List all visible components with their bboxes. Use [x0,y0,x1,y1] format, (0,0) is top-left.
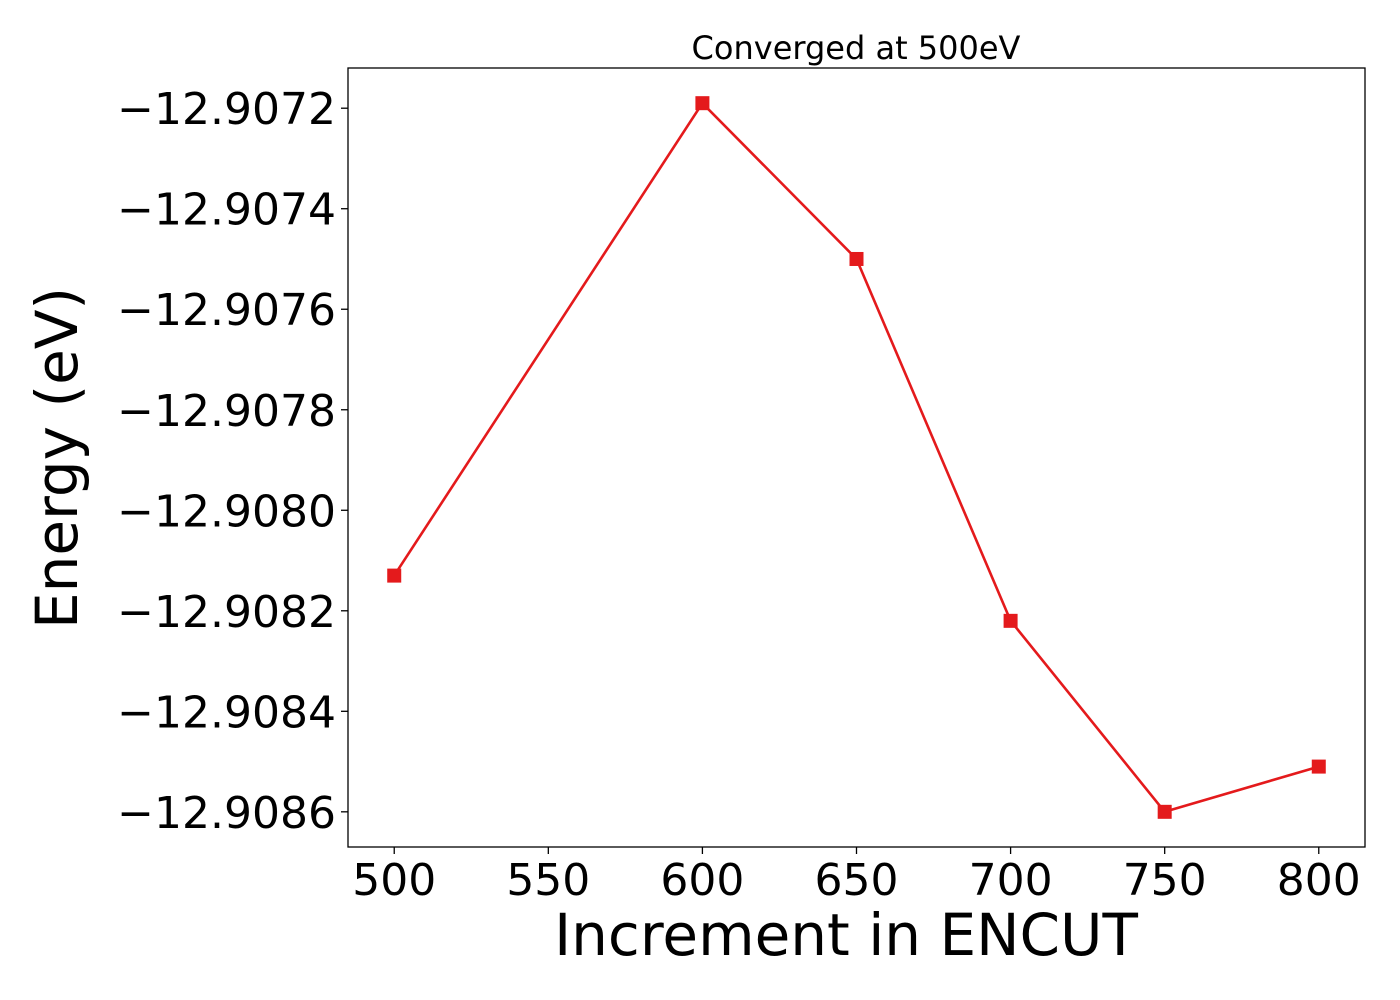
y-tick-label: −12.9080 [117,486,336,537]
y-tick-label: −12.9084 [117,687,336,738]
x-tick-label: 750 [1123,855,1207,906]
data-point [387,568,402,583]
series-line [393,101,1320,814]
y-tick-label: −12.9074 [117,185,336,236]
data-point [1157,804,1172,819]
x-tick-label: 600 [660,855,744,906]
data-point [1311,759,1326,774]
data-point [1003,613,1018,628]
chart-title: Converged at 500eV [692,29,1021,67]
y-axis: −12.9072 −12.9074 −12.9076 −12.9078 −12.9080… [117,84,348,839]
x-tick-label: 800 [1277,855,1361,906]
series-layer [387,96,1326,819]
y-tick-label: −12.9086 [117,788,336,839]
x-tick-label: 700 [969,855,1053,906]
y-tick-label: −12.9072 [117,84,336,135]
x-axis: 500 550 600 650 700 750 800 [352,847,1361,906]
data-point [695,96,710,111]
y-tick-label: −12.9076 [117,285,336,336]
x-tick-label: 650 [815,855,899,906]
y-tick-label: −12.9082 [117,587,336,638]
x-tick-label: 550 [506,855,590,906]
plot-area-frame [347,67,1366,848]
x-tick-label: 500 [352,855,436,906]
y-axis-label: Energy (eV) [23,287,91,629]
x-axis-label: Increment in ENCUT [554,901,1138,969]
y-tick-label: −12.9078 [117,386,336,437]
data-point [849,251,864,266]
